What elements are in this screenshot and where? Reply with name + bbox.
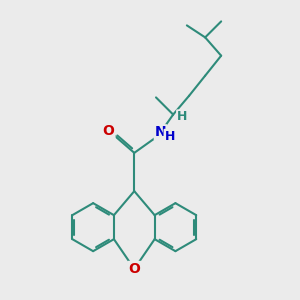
Text: H: H	[177, 110, 188, 123]
Text: O: O	[128, 262, 140, 276]
Text: N: N	[155, 125, 167, 139]
Text: H: H	[164, 130, 175, 143]
Text: O: O	[103, 124, 115, 138]
